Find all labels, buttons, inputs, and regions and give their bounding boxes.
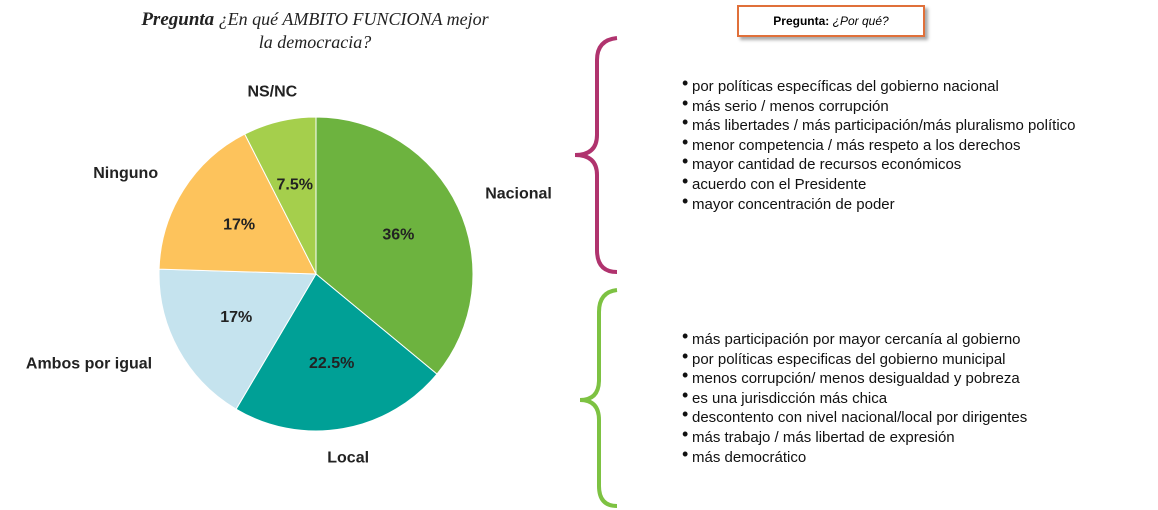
- chart: 36% Nacional 22.5% Local 17% Ambos por igual 1…: [26, 83, 552, 466]
- reason-item: más trabajo / más libertad de expresión: [692, 428, 1027, 448]
- value-label: 7.5%: [277, 177, 313, 194]
- reason-item: menos corrupción/ menos desigualdad y po…: [692, 369, 1027, 389]
- local-list: más participación por mayor cercanía al …: [682, 330, 1027, 467]
- value-label: 17%: [220, 309, 252, 326]
- reason-item: menor competencia / más respeto a los de…: [692, 136, 1076, 156]
- box-lead: Pregunta:: [773, 14, 830, 28]
- pie-slice: [158, 133, 317, 275]
- chart-title: Pregunta ¿En qué AMBITO FUNCIONA mejor l…: [140, 8, 490, 53]
- title-text: ¿En qué AMBITO FUNCIONA mejor la democra…: [218, 9, 489, 52]
- reason-item: más serio / menos corrupción: [692, 97, 1076, 117]
- reason-item: más democrático: [692, 448, 1027, 468]
- reason-item: por políticas específicas del gobierno n…: [692, 77, 1076, 97]
- pie-slice: [235, 273, 438, 432]
- category-label: NS/NC: [247, 83, 297, 100]
- pie-slice: [244, 116, 317, 275]
- value-label: 36%: [382, 226, 414, 243]
- category-label: Nacional: [485, 186, 552, 203]
- category-label: Ninguno: [93, 165, 158, 182]
- pie-slice: [158, 268, 317, 410]
- value-label: 17%: [223, 216, 255, 233]
- reason-item: mayor concentración de poder: [692, 195, 1076, 215]
- title-lead: Pregunta: [141, 9, 215, 30]
- nacional-list: por políticas específicas del gobierno n…: [682, 77, 1076, 214]
- box-text: ¿Por qué?: [832, 14, 889, 28]
- reason-item: por políticas especificas del gobierno m…: [692, 350, 1027, 370]
- reason-item: más libertades / más participación/más p…: [692, 116, 1076, 136]
- reason-item: acuerdo con el Presidente: [692, 175, 1076, 195]
- pie-slice: [315, 116, 474, 375]
- reason-item: mayor cantidad de recursos económicos: [692, 155, 1076, 175]
- reasons-box: Pregunta: ¿Por qué?: [737, 5, 925, 37]
- category-label: Ambos por igual: [26, 355, 152, 372]
- reason-item: más participación por mayor cercanía al …: [692, 330, 1027, 350]
- reason-item: es una jurisdicción más chica: [692, 389, 1027, 409]
- reason-item: descontento con nivel nacional/local por…: [692, 408, 1027, 428]
- category-label: Local: [327, 449, 369, 466]
- value-label: 22.5%: [309, 355, 354, 372]
